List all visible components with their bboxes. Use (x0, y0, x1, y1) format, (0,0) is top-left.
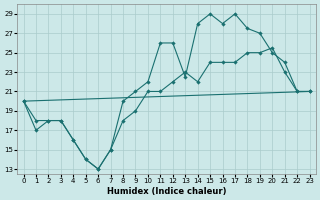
X-axis label: Humidex (Indice chaleur): Humidex (Indice chaleur) (107, 187, 226, 196)
